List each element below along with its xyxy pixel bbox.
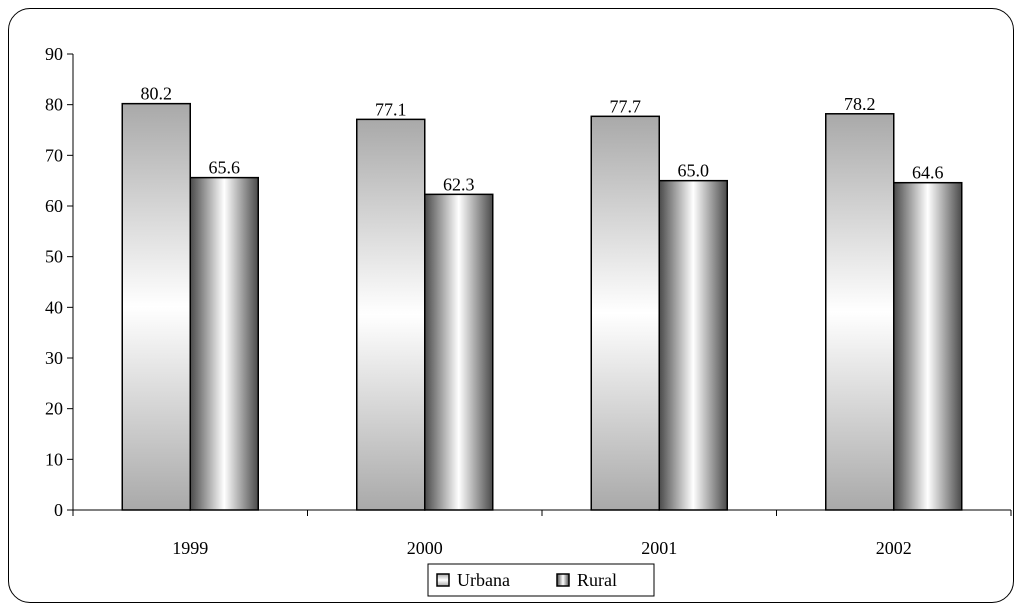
x-tick-label: 2002 <box>876 538 912 558</box>
data-label: 65.6 <box>209 158 241 178</box>
bar-urbana <box>356 118 426 511</box>
bar-urbana <box>121 102 191 511</box>
bars <box>121 102 963 511</box>
data-labels: 80.2 65.6 77.1 62.3 77.7 65.0 78.2 64.6 <box>141 84 944 195</box>
bar-rural <box>893 181 963 511</box>
y-tick-label: 60 <box>45 196 63 216</box>
legend-label-rural: Rural <box>577 570 617 590</box>
data-label: 77.1 <box>375 99 407 119</box>
y-tick-label: 90 <box>45 44 63 64</box>
x-tick-label: 2000 <box>407 538 443 558</box>
y-tick-label: 40 <box>45 297 63 317</box>
y-tick-label: 70 <box>45 145 63 165</box>
data-label: 78.2 <box>844 94 876 114</box>
bar-urbana <box>825 113 895 511</box>
y-tick-label: 20 <box>45 399 63 419</box>
y-tick-label: 80 <box>45 95 63 115</box>
legend-box <box>427 563 655 597</box>
bar-urbana <box>590 115 660 511</box>
y-tick-label: 10 <box>45 449 63 469</box>
data-label: 80.2 <box>141 84 173 104</box>
legend: Urbana Rural <box>427 563 655 597</box>
x-tick-label: 2001 <box>641 538 677 558</box>
y-tick-label: 30 <box>45 348 63 368</box>
bar-rural <box>189 176 259 511</box>
y-tick-label: 50 <box>45 247 63 267</box>
bar-rural <box>658 179 728 511</box>
legend-swatch-urbana <box>436 573 450 587</box>
data-label: 77.7 <box>610 96 642 116</box>
data-label: 65.0 <box>678 161 710 181</box>
legend-label-urbana: Urbana <box>457 570 510 590</box>
data-label: 62.3 <box>443 174 475 194</box>
bar-rural <box>424 193 494 511</box>
x-tick-label: 1999 <box>172 538 208 558</box>
y-tick-label: 0 <box>54 500 63 520</box>
legend-swatch-rural <box>556 573 570 587</box>
data-label: 64.6 <box>912 163 944 183</box>
